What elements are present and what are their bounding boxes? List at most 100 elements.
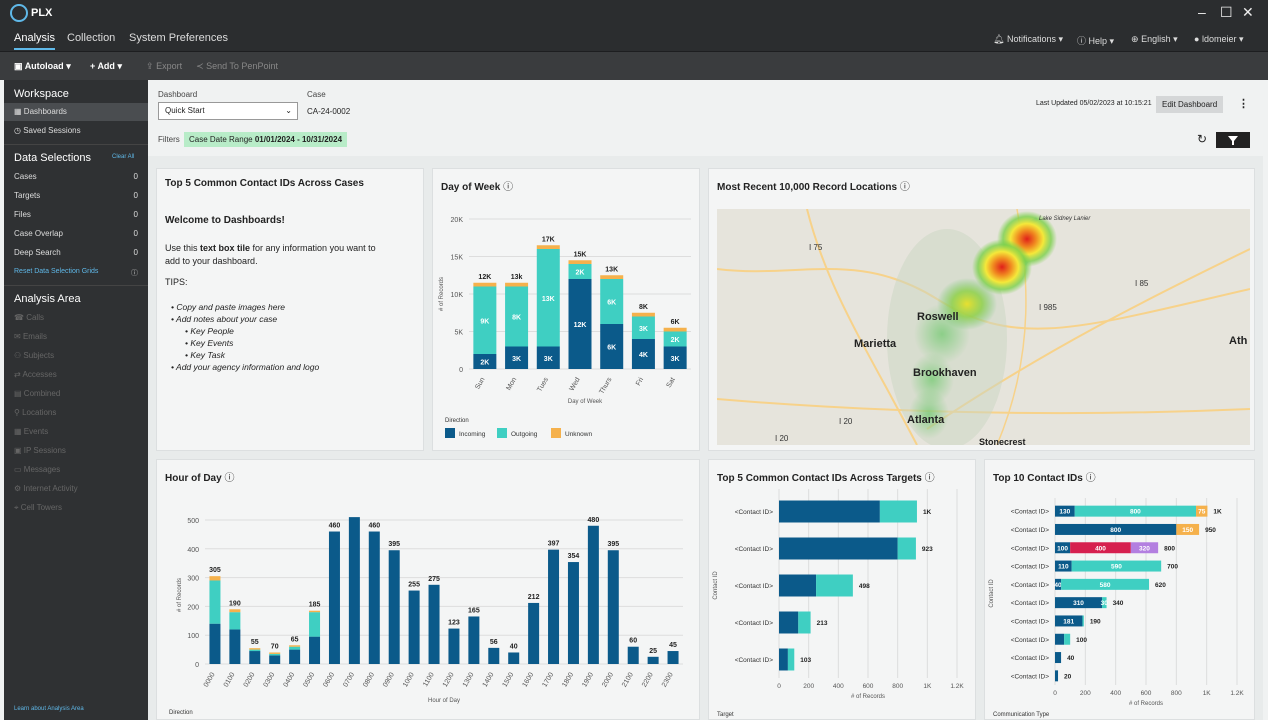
road-i20-west: I 20 — [775, 434, 789, 443]
history-icon: ◷ — [14, 126, 21, 135]
sidebar-item-subjects[interactable]: ⚇ Subjects — [14, 351, 142, 360]
x-tick-label: 2300 — [661, 671, 675, 688]
x-tick-label: 1300 — [462, 671, 476, 688]
x-tick-label: 0700 — [342, 671, 356, 688]
bar-segment — [1055, 523, 1177, 535]
x-tick-label: 0400 — [283, 671, 297, 688]
tab-system-preferences[interactable]: System Preferences — [129, 32, 229, 44]
bar-value-label: 3K — [512, 356, 521, 363]
info-icon[interactable]: ⓘ — [224, 473, 235, 484]
date-range-filter-chip[interactable]: Case Date Range 01/01/2024 - 10/31/2024 — [184, 132, 348, 147]
bar-value-label: 800 — [1130, 509, 1141, 516]
bar-total-label: 700 — [1167, 564, 1178, 571]
aa-label: Internet Activity — [23, 484, 78, 493]
bar-segment — [508, 652, 520, 664]
info-icon[interactable]: ⓘ — [924, 473, 935, 484]
learn-analysis-area-link[interactable]: Learn about Analysis Area — [14, 706, 84, 712]
x-tick-label: Fri — [635, 376, 645, 387]
sidebar-item-targets[interactable]: Targets 0 — [14, 191, 142, 200]
bar-segment — [779, 537, 898, 560]
tab-analysis[interactable]: Analysis — [14, 32, 55, 50]
sidebar-item-calls[interactable]: ☎ Calls — [14, 313, 142, 322]
sidebar-item-internet-activity[interactable]: ⚙ Internet Activity — [14, 484, 142, 493]
add-button[interactable]: + Add ▾ — [90, 61, 122, 71]
bar-segment — [1055, 652, 1062, 664]
more-options-icon[interactable]: ⋮ — [1238, 98, 1249, 110]
intro-text: Use this text box tile for any informati… — [165, 242, 420, 268]
sidebar-item-messages[interactable]: ▭ Messages — [14, 465, 142, 474]
sidebar-item-saved-sessions[interactable]: ◷ Saved Sessions — [14, 126, 142, 135]
sidebar-item-files[interactable]: Files 0 — [14, 210, 142, 219]
clear-all-link[interactable]: Clear All — [112, 154, 135, 160]
sidebar-item-case-overlap[interactable]: Case Overlap 0 — [14, 229, 142, 238]
x-tick-label: 200 — [1080, 690, 1091, 697]
bar-value-label: 100 — [1057, 545, 1068, 552]
bar-total-label: 190 — [1090, 618, 1101, 625]
x-tick-label: 1200 — [442, 671, 456, 688]
x-tick-label: 800 — [892, 683, 903, 690]
reset-grids-link[interactable]: Reset Data Selection Grids ⓘ — [14, 268, 142, 277]
user-menu[interactable]: ● ldomeier ▾ — [1194, 34, 1244, 44]
road-i20-center: I 20 — [839, 417, 853, 426]
sidebar-item-ip-sessions[interactable]: ▣ IP Sessions — [14, 446, 142, 455]
autoload-button[interactable]: ▣ Autoload ▾ — [14, 61, 71, 71]
send-to-penpoint-button[interactable]: ≺ Send To PenPoint — [196, 61, 278, 72]
tab-collection[interactable]: Collection — [67, 32, 116, 44]
bar-segment — [408, 590, 420, 664]
aa-label: IP Sessions — [23, 446, 66, 455]
maximize-button[interactable]: ☐ — [1220, 4, 1233, 20]
y-tick-label: <Contact ID> — [735, 509, 774, 516]
info-icon[interactable]: ⓘ — [503, 182, 514, 193]
sidebar-item-deep-search[interactable]: Deep Search 0 — [14, 248, 142, 257]
map-label-brookhaven: Brookhaven — [913, 367, 977, 379]
bar-value-label: 6K — [607, 345, 616, 352]
x-tick-label: 2200 — [641, 671, 655, 688]
sidebar-item-dashboards[interactable]: ▦ Dashboards — [4, 103, 148, 121]
sidebar-item-events[interactable]: ▦ Events — [14, 427, 142, 436]
phone-icon: ☎ — [14, 313, 24, 322]
close-button[interactable]: ✕ — [1242, 4, 1254, 20]
bar-segment — [229, 629, 241, 664]
heatmap-map[interactable]: Roswell Marietta Brookhaven Atlanta Ath … — [717, 209, 1250, 445]
x-tick-label: 0900 — [382, 671, 396, 688]
dashboard-label: Dashboard — [158, 90, 198, 99]
bar-segment — [1082, 615, 1084, 627]
bar-segment — [1055, 670, 1059, 682]
sidebar-item-cases[interactable]: Cases 0 — [14, 172, 142, 181]
sidebar-item-accesses[interactable]: ⇄ Accesses — [14, 370, 142, 379]
aa-label: Accesses — [22, 370, 57, 379]
x-tick-label: 1K — [923, 683, 932, 690]
y-axis-label: Contact ID — [989, 579, 995, 608]
bar-value-label: 6K — [607, 300, 616, 307]
road-i85: I 85 — [1135, 279, 1149, 288]
y-tick-label: 100 — [187, 633, 199, 640]
notifications-menu[interactable]: 🔔︎ Notifications ▾ — [993, 34, 1064, 44]
sidebar-item-emails[interactable]: ✉ Emails — [14, 332, 142, 341]
export-button[interactable]: ⇪ Export — [146, 61, 182, 72]
dashboard-select[interactable]: Quick Start ⌄ — [158, 102, 298, 120]
send-label: Send To PenPoint — [206, 61, 278, 71]
minimize-button[interactable]: – — [1198, 4, 1206, 20]
bar-total-label: 950 — [1205, 527, 1216, 534]
bar-segment — [249, 649, 261, 652]
combined-icon: ▤ — [14, 389, 22, 398]
language-label: English — [1141, 34, 1171, 44]
refresh-icon[interactable]: ↻ — [1197, 132, 1208, 146]
bar-segment — [567, 562, 579, 664]
info-icon[interactable]: ⓘ — [1085, 473, 1096, 484]
bar-segment — [269, 653, 281, 656]
filter-icon — [1228, 136, 1238, 145]
filter-button[interactable] — [1216, 132, 1250, 148]
bar-value-label: 75 — [1198, 509, 1206, 516]
x-tick-label: 2100 — [621, 671, 635, 688]
language-menu[interactable]: ⊕ English ▾ — [1131, 34, 1178, 44]
info-icon[interactable]: ⓘ — [899, 182, 910, 193]
edit-dashboard-button[interactable]: Edit Dashboard — [1156, 96, 1224, 113]
sidebar-item-locations[interactable]: ⚲ Locations — [14, 408, 142, 417]
sidebar-item-combined[interactable]: ▤ Combined — [14, 389, 142, 398]
bar-total-label: 60 — [629, 638, 637, 645]
help-menu[interactable]: ⓘ Help ▾ — [1077, 36, 1115, 46]
sidebar-item-cell-towers[interactable]: ⌖ Cell Towers — [14, 503, 142, 513]
bar-segment — [488, 647, 500, 664]
bar-segment — [505, 346, 529, 369]
